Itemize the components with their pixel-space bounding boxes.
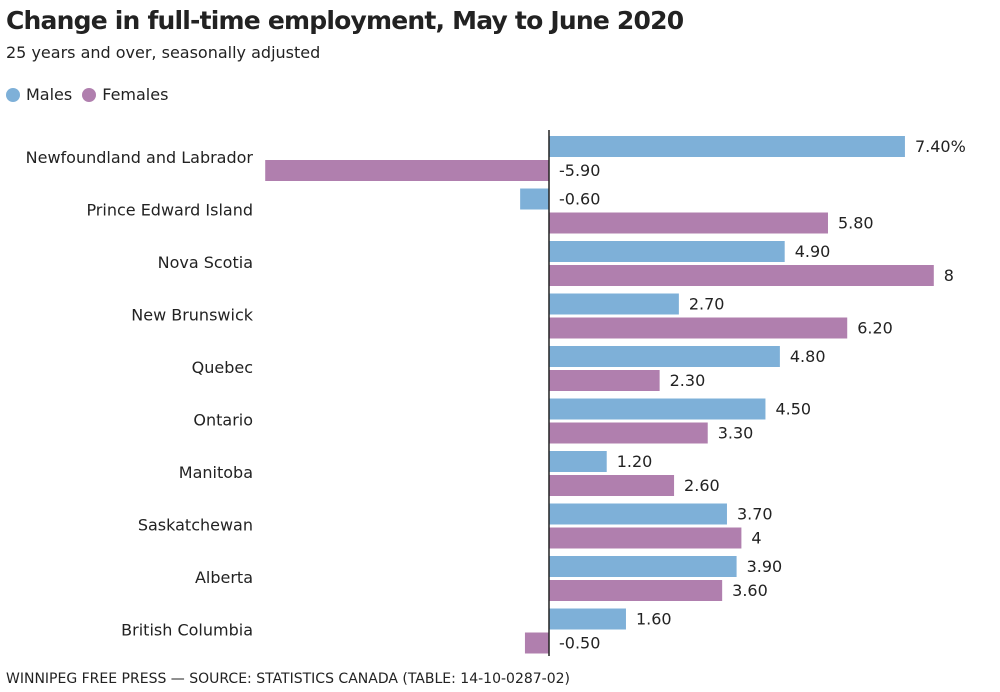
bar-males [520, 188, 549, 210]
bar-females [549, 317, 848, 339]
category-label: Prince Edward Island [86, 201, 253, 220]
data-label: 5.80 [838, 214, 874, 233]
category-label: British Columbia [121, 621, 253, 640]
legend-item-females: Females [82, 85, 168, 104]
legend-swatch-males [6, 87, 20, 102]
data-label: 2.30 [670, 371, 706, 390]
bar-males [549, 451, 607, 472]
legend-swatch-females [82, 87, 97, 102]
category-label: Ontario [193, 411, 253, 430]
legend-item-males: Males [6, 85, 72, 104]
data-label: 4.80 [790, 347, 826, 366]
bar-females [549, 422, 708, 444]
data-label: 4.90 [795, 242, 831, 261]
category-label: Quebec [192, 358, 253, 377]
bar-males [549, 136, 905, 157]
category-label: Alberta [195, 568, 253, 587]
source-note: WINNIPEG FREE PRESS — SOURCE: STATISTICS… [6, 671, 570, 687]
bar-males [549, 556, 737, 577]
data-label: -0.60 [559, 190, 600, 209]
data-label: 6.20 [857, 319, 893, 338]
legend: Males Females [6, 85, 168, 104]
data-label: 7.40% [915, 137, 966, 156]
bar-females [265, 160, 549, 181]
category-label: Newfoundland and Labrador [26, 148, 254, 167]
chart-title: Change in full-time employment, May to J… [6, 6, 684, 35]
legend-label: Females [102, 85, 169, 104]
bar-females [524, 632, 549, 654]
chart-subtitle: 25 years and over, seasonally adjusted [6, 43, 321, 62]
bar-females [549, 527, 742, 549]
bar-females [549, 475, 675, 496]
data-label: 1.60 [636, 610, 672, 629]
data-label: 3.30 [718, 424, 754, 443]
data-label: 3.70 [737, 505, 773, 524]
data-label: -5.90 [559, 161, 600, 180]
data-label: 1.20 [617, 452, 653, 471]
data-label: 3.60 [732, 581, 768, 600]
data-label: 2.60 [684, 476, 720, 495]
bar-females [549, 212, 828, 234]
bar-females [549, 580, 723, 601]
legend-label: Males [26, 85, 73, 104]
bar-males [549, 398, 766, 420]
data-label: 3.90 [747, 557, 783, 576]
bar-males [549, 608, 626, 630]
bar-males [549, 346, 780, 367]
category-label: Manitoba [179, 463, 253, 482]
category-label: Nova Scotia [158, 253, 253, 272]
data-label: -0.50 [559, 634, 600, 653]
bar-females [549, 370, 660, 391]
data-label: 8 [944, 266, 954, 285]
data-label: 2.70 [689, 295, 725, 314]
data-label: 4.50 [775, 400, 811, 419]
bar-males [549, 293, 679, 315]
bar-females [549, 265, 934, 286]
category-label: New Brunswick [131, 306, 253, 325]
bar-males [549, 503, 727, 525]
data-label: 4 [751, 529, 761, 548]
category-label: Saskatchewan [138, 516, 253, 535]
bar-males [549, 241, 785, 262]
